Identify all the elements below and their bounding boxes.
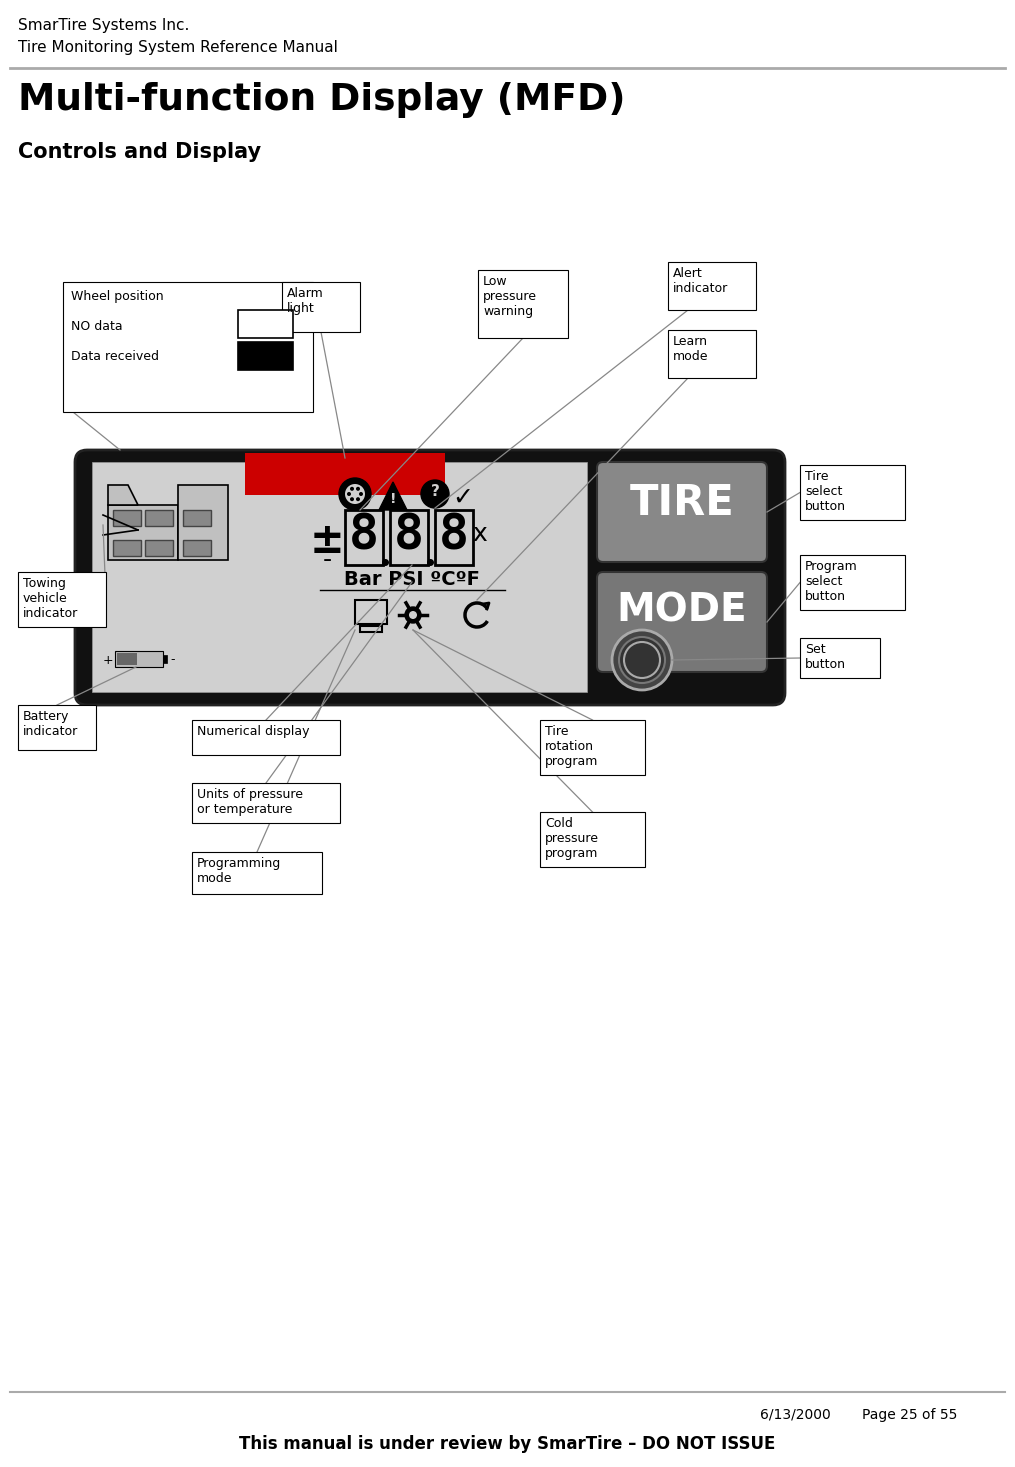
- FancyBboxPatch shape: [75, 450, 785, 706]
- Polygon shape: [668, 330, 756, 378]
- Circle shape: [359, 491, 363, 496]
- Polygon shape: [18, 706, 96, 750]
- Polygon shape: [108, 486, 138, 505]
- Polygon shape: [800, 555, 905, 610]
- Polygon shape: [192, 783, 340, 823]
- FancyBboxPatch shape: [597, 572, 767, 672]
- Text: Wheel position: Wheel position: [71, 290, 163, 304]
- Text: Tire
rotation
program: Tire rotation program: [545, 725, 599, 769]
- Polygon shape: [379, 483, 407, 511]
- Text: Multi-function Display (MFD): Multi-function Display (MFD): [18, 82, 625, 117]
- Circle shape: [350, 497, 354, 502]
- Text: -: -: [171, 653, 176, 666]
- Circle shape: [350, 487, 354, 491]
- Text: 8: 8: [438, 512, 469, 560]
- Text: Learn
mode: Learn mode: [673, 334, 708, 362]
- Circle shape: [619, 637, 665, 684]
- Text: -: -: [323, 549, 332, 572]
- Text: Controls and Display: Controls and Display: [18, 142, 261, 161]
- Text: Alert
indicator: Alert indicator: [673, 267, 728, 295]
- Text: 8: 8: [349, 512, 379, 560]
- Polygon shape: [390, 511, 428, 565]
- Text: Battery
indicator: Battery indicator: [23, 710, 78, 738]
- Text: ±: ±: [310, 519, 344, 562]
- Text: Low
pressure
warning: Low pressure warning: [483, 274, 537, 318]
- Polygon shape: [63, 282, 313, 412]
- Text: x: x: [473, 522, 487, 546]
- Text: Tire Monitoring System Reference Manual: Tire Monitoring System Reference Manual: [18, 40, 338, 54]
- Text: Alarm
light: Alarm light: [287, 288, 324, 315]
- Polygon shape: [238, 342, 293, 370]
- Text: Programming
mode: Programming mode: [197, 857, 281, 885]
- Polygon shape: [800, 638, 880, 678]
- Polygon shape: [238, 310, 293, 337]
- Text: !: !: [390, 491, 396, 506]
- Polygon shape: [108, 505, 178, 560]
- Text: 8: 8: [394, 512, 424, 560]
- Text: 6/13/2000: 6/13/2000: [760, 1408, 830, 1422]
- Circle shape: [409, 610, 417, 619]
- Polygon shape: [163, 654, 167, 663]
- Polygon shape: [245, 453, 445, 494]
- Text: Units of pressure
or temperature: Units of pressure or temperature: [197, 788, 303, 816]
- Polygon shape: [282, 282, 360, 332]
- Polygon shape: [192, 852, 322, 893]
- Text: Set
button: Set button: [805, 643, 845, 670]
- Polygon shape: [183, 511, 211, 527]
- Circle shape: [347, 491, 351, 496]
- Circle shape: [339, 478, 371, 511]
- Polygon shape: [115, 651, 163, 667]
- Text: NO data: NO data: [71, 320, 123, 333]
- Polygon shape: [113, 511, 141, 527]
- Polygon shape: [117, 653, 137, 665]
- Polygon shape: [92, 462, 587, 692]
- Text: SmarTire Systems Inc.: SmarTire Systems Inc.: [18, 18, 190, 32]
- Text: +: +: [103, 653, 114, 666]
- Polygon shape: [345, 511, 383, 565]
- Text: Numerical display: Numerical display: [197, 725, 310, 738]
- Text: Towing
vehicle
indicator: Towing vehicle indicator: [23, 577, 78, 621]
- Text: Page 25 of 55: Page 25 of 55: [862, 1408, 957, 1422]
- Text: Tire
select
button: Tire select button: [805, 469, 845, 513]
- Polygon shape: [800, 465, 905, 519]
- Polygon shape: [540, 720, 645, 775]
- FancyBboxPatch shape: [597, 462, 767, 562]
- Circle shape: [612, 629, 672, 689]
- Polygon shape: [435, 511, 473, 565]
- Polygon shape: [192, 720, 340, 756]
- Polygon shape: [145, 540, 173, 556]
- Text: ✓: ✓: [453, 486, 474, 511]
- Circle shape: [405, 607, 421, 623]
- Text: Cold
pressure
program: Cold pressure program: [545, 817, 599, 860]
- Circle shape: [421, 480, 449, 508]
- Polygon shape: [668, 263, 756, 310]
- Text: TIRE: TIRE: [629, 483, 735, 524]
- Polygon shape: [18, 572, 106, 626]
- Polygon shape: [183, 540, 211, 556]
- Polygon shape: [478, 270, 568, 337]
- Polygon shape: [145, 511, 173, 527]
- Text: Program
select
button: Program select button: [805, 560, 858, 603]
- Text: Data received: Data received: [71, 351, 159, 362]
- Circle shape: [356, 497, 360, 502]
- Circle shape: [345, 484, 365, 505]
- Text: ?: ?: [430, 484, 439, 499]
- Polygon shape: [113, 540, 141, 556]
- Polygon shape: [540, 813, 645, 867]
- Polygon shape: [178, 486, 228, 560]
- Text: This manual is under review by SmarTire – DO NOT ISSUE: This manual is under review by SmarTire …: [239, 1435, 775, 1452]
- Text: Bar PSI ºCºF: Bar PSI ºCºF: [344, 571, 480, 588]
- Text: MODE: MODE: [617, 593, 747, 629]
- Circle shape: [356, 487, 360, 491]
